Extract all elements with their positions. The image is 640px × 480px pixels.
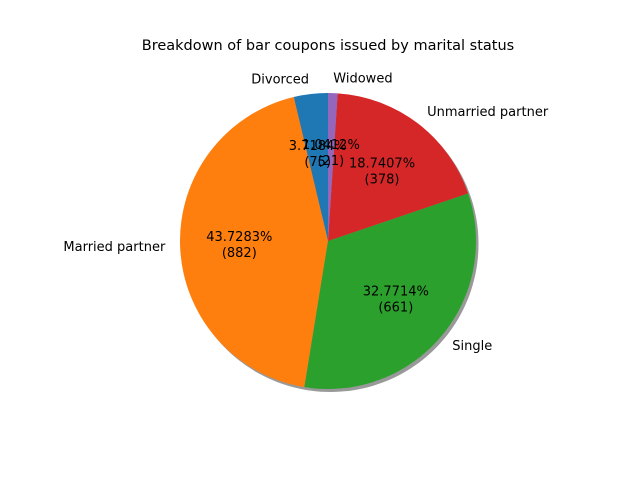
slice-percent-label-divorced: 3.7184%	[289, 139, 347, 154]
slice-percent-label-widowed: 1.0412%	[302, 138, 360, 153]
slice-count-label-single: (661)	[378, 300, 413, 315]
pie-slice-married-partner	[179, 97, 328, 388]
chart-title: Breakdown of bar coupons issued by marit…	[142, 38, 514, 54]
slice-count-label-married-partner: (882)	[222, 246, 257, 261]
slice-label-married-partner: Married partner	[63, 240, 166, 255]
slice-label-unmarried-partner: Unmarried partner	[427, 105, 549, 120]
slice-count-label-unmarried-partner: (378)	[365, 173, 400, 188]
slice-count-label-widowed: (21)	[318, 154, 345, 169]
pie-slice-unmarried-partner	[328, 93, 469, 241]
slice-label-single: Single	[452, 339, 492, 354]
slice-label-widowed: Widowed	[333, 71, 392, 86]
slice-percent-label-single: 32.7714%	[363, 284, 429, 299]
pie-slice-divorced	[293, 93, 328, 241]
slice-count-label-divorced: (75)	[304, 155, 331, 170]
slice-percent-label-married-partner: 43.7283%	[206, 230, 272, 245]
pie-slice-single	[304, 193, 477, 390]
slice-percent-label-unmarried-partner: 18.7407%	[349, 157, 415, 172]
pie-slice-widowed	[328, 93, 338, 241]
pie-label-layer: Divorced 3.7184%(75) Married partner 43.728…	[63, 71, 548, 354]
slice-label-divorced: Divorced	[251, 72, 309, 87]
pie-slice-layer	[179, 93, 477, 390]
